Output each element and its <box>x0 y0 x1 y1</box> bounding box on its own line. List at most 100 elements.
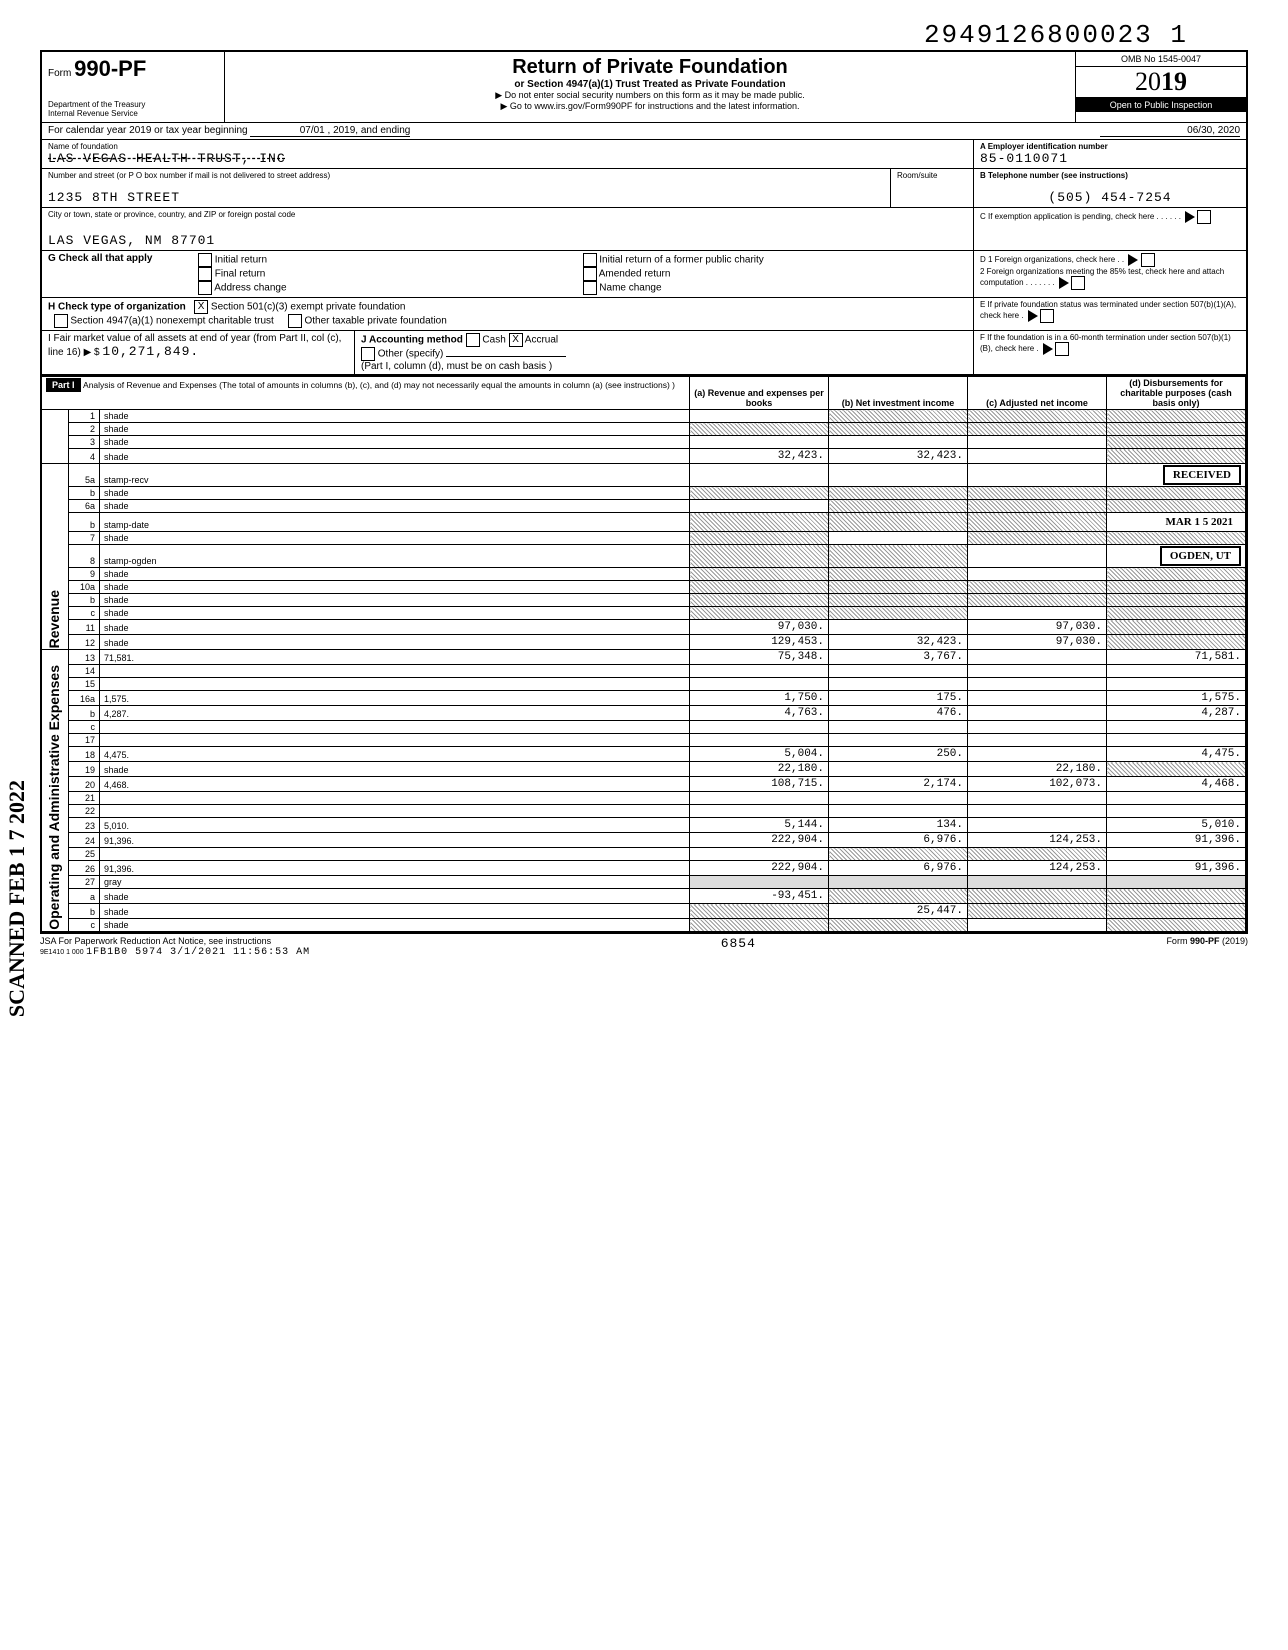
cell-d <box>1107 665 1246 678</box>
cell-a <box>690 581 829 594</box>
cell-a: 222,904. <box>690 861 829 876</box>
line-description: 4,475. <box>100 747 690 762</box>
j-accrual: Accrual <box>525 335 558 346</box>
d1-checkbox[interactable] <box>1141 253 1155 267</box>
cell-b <box>829 423 968 436</box>
h1-checkbox[interactable]: X <box>194 300 208 314</box>
cell-b <box>829 805 968 818</box>
line-number: 17 <box>69 734 100 747</box>
cell-b <box>829 568 968 581</box>
h-other: Other taxable private foundation <box>304 316 446 327</box>
cell-a <box>690 464 829 487</box>
line-description: shade <box>100 568 690 581</box>
form-label: Form <box>48 68 71 79</box>
other-method-checkbox[interactable] <box>361 347 375 361</box>
line-description <box>100 848 690 861</box>
name-change-checkbox[interactable] <box>583 281 597 295</box>
cell-a: 97,030. <box>690 620 829 635</box>
line-number: 24 <box>69 833 100 848</box>
cell-d: 91,396. <box>1107 833 1246 848</box>
line-number: 9 <box>69 568 100 581</box>
cell-c <box>968 876 1107 889</box>
cell-b <box>829 581 968 594</box>
cell-a <box>690 919 829 932</box>
initial-return-checkbox[interactable] <box>198 253 212 267</box>
h2-checkbox[interactable] <box>54 314 68 328</box>
cash-checkbox[interactable] <box>466 333 480 347</box>
line-description: shade <box>100 423 690 436</box>
cell-a <box>690 665 829 678</box>
cell-a <box>690 678 829 691</box>
cell-c <box>968 805 1107 818</box>
line-number: 27 <box>69 876 100 889</box>
line-number: 14 <box>69 665 100 678</box>
cell-b: 134. <box>829 818 968 833</box>
col-a-header: (a) Revenue and expenses per books <box>690 377 829 410</box>
cell-c <box>968 594 1107 607</box>
line-number: 20 <box>69 777 100 792</box>
revenue-side-label: Revenue <box>46 590 62 648</box>
cell-a: 32,423. <box>690 449 829 464</box>
g-address: Address change <box>214 283 286 294</box>
line-description: 1,575. <box>100 691 690 706</box>
line-number: 7 <box>69 532 100 545</box>
address-change-checkbox[interactable] <box>198 281 212 295</box>
cell-c <box>968 449 1107 464</box>
cell-c <box>968 734 1107 747</box>
cell-c <box>968 848 1107 861</box>
cell-d <box>1107 423 1246 436</box>
year-value: 19 <box>1161 67 1187 96</box>
f-checkbox[interactable] <box>1055 342 1069 356</box>
cell-d: 4,475. <box>1107 747 1246 762</box>
e-checkbox[interactable] <box>1040 309 1054 323</box>
tax-year-label: For calendar year 2019 or tax year begin… <box>48 125 248 136</box>
year-prefix: 20 <box>1135 67 1161 96</box>
foundation-name-label: Name of foundation <box>48 142 967 151</box>
line-description: stamp-recv <box>100 464 690 487</box>
cell-d <box>1107 792 1246 805</box>
line-description: shade <box>100 410 690 423</box>
cell-d: 1,575. <box>1107 691 1246 706</box>
cell-d <box>1107 410 1246 423</box>
line-description <box>100 678 690 691</box>
line-number: c <box>69 919 100 932</box>
cell-b <box>829 665 968 678</box>
cell-a <box>690 568 829 581</box>
g-final: Final return <box>215 269 266 280</box>
cell-b: 476. <box>829 706 968 721</box>
cell-d <box>1107 500 1246 513</box>
h-4947: Section 4947(a)(1) nonexempt charitable … <box>70 316 273 327</box>
period-end: 06/30, 2020 <box>1100 125 1240 137</box>
line-description: 71,581. <box>100 650 690 665</box>
footer-timestamp: 1FB1B0 5974 3/1/2021 11:56:53 AM <box>86 947 310 958</box>
line-description <box>100 665 690 678</box>
cell-a <box>690 500 829 513</box>
d2-checkbox[interactable] <box>1071 276 1085 290</box>
accrual-checkbox[interactable]: X <box>509 333 523 347</box>
cell-c: 124,253. <box>968 861 1107 876</box>
cell-d <box>1107 436 1246 449</box>
cell-c: 97,030. <box>968 620 1107 635</box>
cell-c <box>968 513 1107 532</box>
cell-b: 3,767. <box>829 650 968 665</box>
cell-a: 129,453. <box>690 635 829 650</box>
cell-a <box>690 904 829 919</box>
form-title: Return of Private Foundation <box>231 56 1069 79</box>
col-d-header: (d) Disbursements for charitable purpose… <box>1107 377 1246 410</box>
cell-b: 6,976. <box>829 833 968 848</box>
amended-checkbox[interactable] <box>583 267 597 281</box>
exemption-checkbox[interactable] <box>1197 210 1211 224</box>
line-description: 5,010. <box>100 818 690 833</box>
footer-mid: 6854 <box>721 936 756 958</box>
h3-checkbox[interactable] <box>288 314 302 328</box>
cell-c <box>968 650 1107 665</box>
final-return-checkbox[interactable] <box>198 267 212 281</box>
cell-d <box>1107 607 1246 620</box>
j-cash: Cash <box>482 335 505 346</box>
line-number: 8 <box>69 545 100 568</box>
line-description: shade <box>100 620 690 635</box>
cell-a <box>690 487 829 500</box>
former-charity-checkbox[interactable] <box>583 253 597 267</box>
line-description: shade <box>100 500 690 513</box>
cell-a: 5,004. <box>690 747 829 762</box>
